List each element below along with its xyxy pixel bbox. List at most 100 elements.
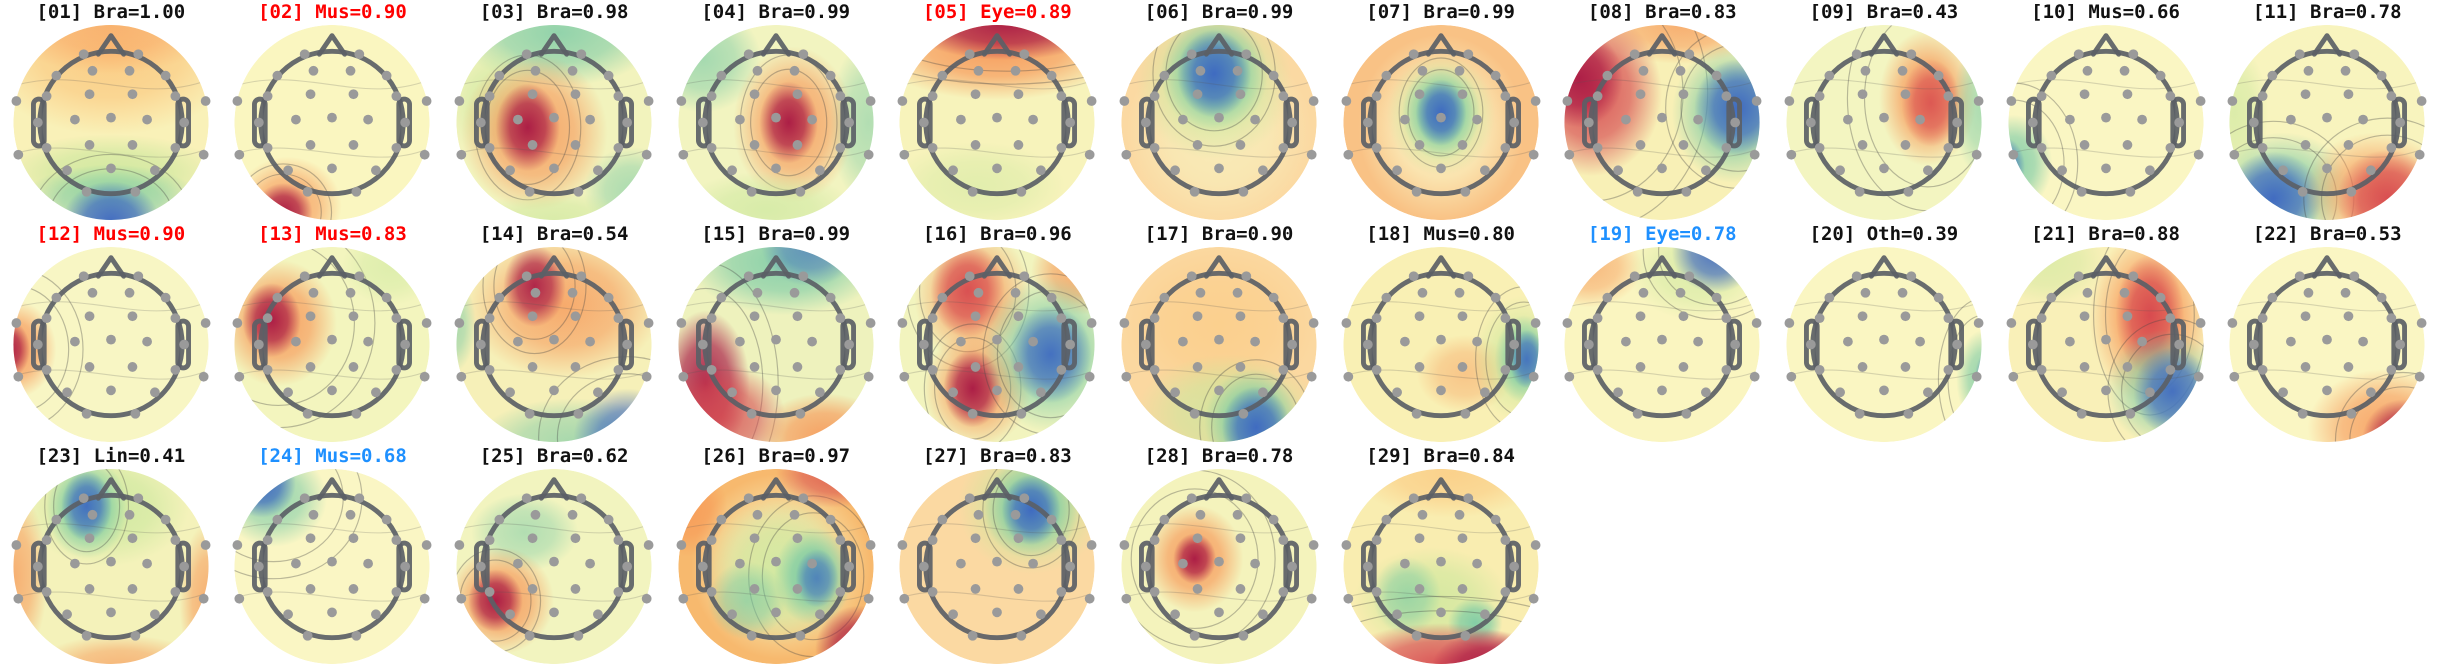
electrode-dot [948, 609, 959, 620]
electrode-dot [1635, 140, 1646, 150]
electrode-dot [382, 292, 392, 303]
electrode-dot [1635, 89, 1646, 100]
ica-component-cell: [21] Bra=0.88 [1995, 222, 2217, 444]
electrode-dot [897, 318, 908, 328]
electrode-dot [2322, 112, 2333, 123]
electrode-dot [371, 609, 382, 620]
electrode-dot [306, 89, 316, 100]
electrode-dot [1016, 630, 1027, 641]
electrode-dot [346, 287, 356, 298]
electrode-dot [1479, 165, 1490, 176]
electrode-dot [382, 70, 392, 81]
electrode-dot [105, 163, 116, 174]
electrode-dot [971, 533, 981, 544]
electrode-dot [422, 318, 432, 328]
electrode-dot [1056, 535, 1067, 546]
electrode-dot [814, 165, 825, 176]
electrode-dot [641, 149, 652, 160]
component-title: [29] Bra=0.84 [1366, 445, 1515, 467]
electrode-dot [454, 540, 465, 550]
electrode-dot [2300, 140, 2311, 150]
electrode-dot [41, 364, 52, 375]
electrode-dot [1814, 91, 1825, 102]
electrode-dot [1435, 607, 1446, 618]
electrode-dot [127, 584, 138, 594]
electrode-dot [948, 165, 959, 176]
electrode-dot [2079, 140, 2089, 150]
electrode-dot [2322, 163, 2333, 174]
electrode-dot [1851, 271, 1862, 282]
electrode-dot [992, 334, 1003, 345]
electrode-dot [1235, 140, 1246, 150]
electrode-dot [1457, 533, 1467, 544]
electrode-dot [706, 364, 717, 375]
electrode-dot [78, 49, 89, 60]
electrode-dot [454, 96, 465, 106]
electrode-dot [968, 186, 978, 197]
ear-right-icon [1061, 540, 1078, 593]
electrode-dot [956, 336, 967, 347]
electrode-dot [1463, 493, 1473, 504]
electrode-dot [1411, 630, 1422, 641]
electrode-dot [1192, 584, 1203, 594]
ear-right-icon [1283, 96, 1299, 149]
electrode-dot [105, 112, 116, 123]
electrode-dot [234, 149, 245, 160]
electrode-dot [1308, 318, 1319, 328]
electrode-dot [643, 96, 654, 106]
electrode-dot [1613, 387, 1624, 398]
electrode-dot [928, 535, 938, 546]
electrode-dot [1343, 149, 1353, 160]
electrode-dot [622, 117, 633, 128]
electrode-dot [1633, 408, 1643, 419]
nose-icon [538, 33, 570, 57]
electrode-dot [263, 142, 273, 153]
nose-icon [2312, 33, 2343, 57]
electrode-dot [2343, 311, 2354, 322]
electrode-dot [1214, 112, 1224, 123]
electrode-dot [1943, 364, 1954, 375]
electrode-dot [1721, 364, 1732, 375]
electrode-dot [752, 509, 763, 520]
electrode-dot [1178, 558, 1188, 569]
electrode-dot [1851, 49, 1862, 60]
electrode-dot [603, 292, 614, 303]
electrode-dot [1371, 535, 1382, 546]
electrode-dot [897, 96, 908, 106]
electrode-dot [1635, 362, 1646, 372]
ica-component-cell: [22] Bra=0.53 [2216, 222, 2438, 444]
electrode-dot [1192, 533, 1203, 544]
topomap [2227, 246, 2427, 443]
electrode-dot [622, 561, 633, 572]
electrode-dot [1278, 535, 1289, 546]
electrode-dot [84, 89, 95, 100]
electrode-dot [1121, 593, 1132, 604]
electrode-dot [576, 271, 587, 282]
electrode-dot [549, 112, 559, 123]
electrode-dot [234, 593, 245, 604]
electrode-dot [1192, 311, 1203, 322]
electrode-dot [69, 558, 80, 569]
electrode-dot [1943, 91, 1954, 102]
electrode-dot [521, 271, 532, 282]
electrode-dot [825, 292, 836, 303]
electrode-dot [1471, 558, 1482, 569]
electrode-dot [678, 149, 688, 160]
electrode-dot [1399, 114, 1410, 125]
electrode-dot [549, 556, 559, 567]
electrode-dot [1399, 558, 1410, 569]
electrode-dot [1065, 561, 1076, 572]
electrode-dot [2027, 117, 2038, 128]
electrode-dot [1047, 292, 1057, 303]
electrode-dot [835, 91, 845, 102]
electrode-dot [1238, 630, 1249, 641]
electrode-dot [1192, 89, 1203, 100]
electrode-dot [1192, 140, 1203, 150]
electrode-dot [1016, 186, 1027, 197]
topomap [232, 246, 432, 443]
electrode-dot [2173, 117, 2184, 128]
electrode-dot [170, 91, 181, 102]
electrode-dot [570, 89, 581, 100]
electrode-dot [484, 142, 495, 153]
electrode-dot [1693, 114, 1704, 125]
